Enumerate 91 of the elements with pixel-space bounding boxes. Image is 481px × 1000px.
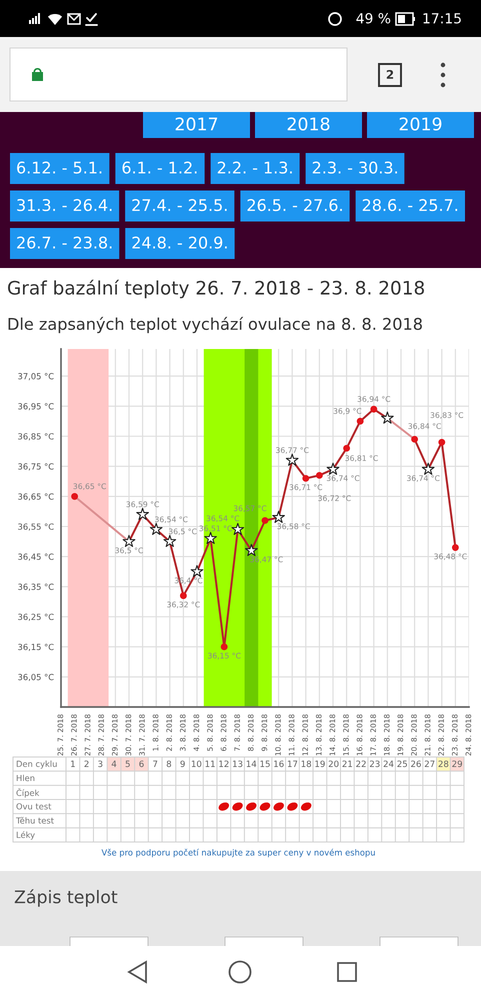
x-tick-label: 14 [246,760,256,767]
point [163,534,176,548]
point [326,462,340,475]
x-tick-label: 25 [397,760,407,768]
category-label: 2019 [400,117,442,131]
y-tick-label: 36,85 °C [18,433,54,440]
y-tick-label: 37,05 °C [18,373,54,380]
text: 31.3. - 26.4. [17,199,112,212]
point [381,412,394,424]
point [452,544,459,551]
point [438,438,446,446]
x-tick-label: 24 [384,760,394,767]
point [180,592,187,600]
x-tick-label: 15 [260,760,270,768]
y-tick-label: 36,95 °C [18,403,54,410]
x-tick-label: 8 [166,760,172,768]
y-tick-label: Čípek [16,788,40,798]
point [343,444,350,452]
point [272,510,285,523]
text: 26.7. - 23.8. [17,236,112,249]
point [286,454,299,466]
point [316,472,323,479]
x-tick-label: 12 [219,760,228,767]
x-tick-label: 9 [180,760,185,768]
x-tick-label: 28 [438,760,448,768]
text: Vše pro podporu početí nakupujte za super ceny v novém eshopu [102,848,375,858]
x-tick-label: 23 [370,760,380,768]
x-tick-label: 27 [424,760,434,767]
x-tick-label: 3 [98,760,102,768]
x-tick-label: 6 [139,760,144,768]
y-tick-label: Ovu test [16,803,52,810]
text: Zápis teplot [14,889,118,907]
text: 2.3. - 30.3. [312,162,397,174]
point [302,474,310,482]
point [422,462,435,475]
point [136,508,149,520]
x-tick-label: 2 [84,760,88,767]
text: 2.2. - 1.3. [218,162,292,174]
point [231,522,244,535]
y-tick-label: Těhu test [16,816,54,824]
text: 28.6. - 25.7. [362,199,458,212]
x-tick-label: 17 [288,760,298,767]
point [370,406,378,413]
y-tick-label: 36,45 °C [18,554,54,561]
category-label: 2018 [288,117,330,131]
text: 6.12. - 5.1. [17,162,102,174]
y-tick-label: 36,65 °C [18,493,54,501]
x-tick-label: 1 [71,760,75,767]
y-tick-label: 36,75 °C [18,463,54,470]
x-tick-label: 21 [342,760,352,767]
x-tick-label: 22 [356,760,366,767]
point [356,418,364,425]
x-tick-label: 26 [411,760,421,768]
x-tick-label: 10 [192,760,202,768]
x-tick-label: 7 [153,760,158,767]
text: 49 % [356,13,390,24]
x-tick-label: 4 [112,760,116,767]
y-tick-label: 36,35 °C [18,584,54,591]
text: 24.8. - 20.9. [132,236,227,249]
x-tick-label: 29 [452,760,462,768]
y-tick-label: 36,25 °C [18,614,54,621]
chart-subtitle: Dle zapsaných teplot vychází ovulace na 8. 8. 2018 [8,316,422,334]
point [411,436,418,443]
x-tick-label: 16 [274,760,284,768]
text: 17:15 [424,13,461,24]
x-tick-label: 20 [328,760,339,768]
category-label: 2017 [176,117,218,131]
y-tick-label: 36,55 °C [18,523,54,531]
x-axis-title: Den cyklu [16,760,57,769]
point [204,532,217,544]
point [122,534,136,548]
x-tick-label: 11 [206,760,215,767]
x-tick-label: 18 [302,760,312,768]
point [220,643,228,650]
chart-title: Graf bazální teploty 26. 7. 2018 - 23. 8. 2018 [8,280,424,298]
y-tick-label: Léky [16,831,35,840]
point [190,564,204,578]
y-tick-label: Hlen [16,774,34,782]
y-tick-label: 36,15 °C [18,644,54,651]
x-tick-label: 5 [126,760,130,768]
text: 6.1. - 1.2. [122,162,197,174]
x-tick-label: 13 [233,760,242,768]
point [245,544,258,556]
point [150,522,163,535]
text: 26.5. - 27.6. [248,199,342,212]
y-tick-label: 36,05 °C [18,674,54,682]
point [71,493,78,500]
point [262,517,268,524]
text: 2 [386,70,394,79]
text: 27.4. - 25.5. [132,199,227,212]
x-tick-label: 19 [315,760,325,768]
